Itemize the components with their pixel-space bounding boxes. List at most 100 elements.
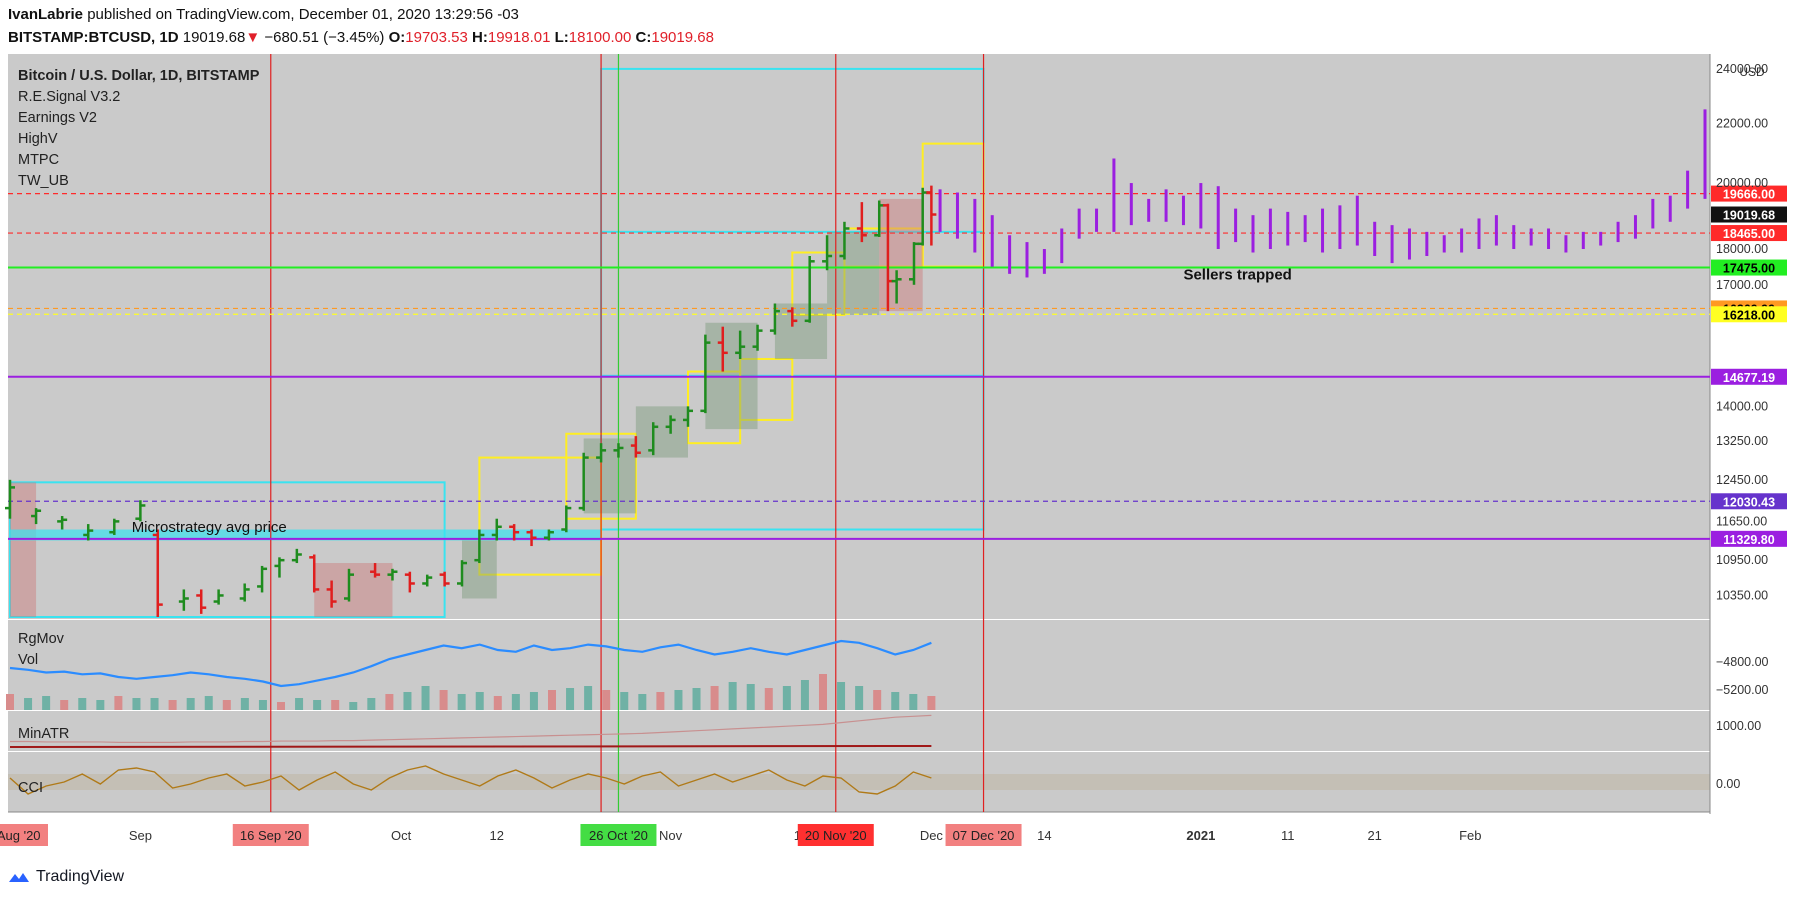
- ohlc-bar-11: [257, 565, 268, 593]
- volume-bar-23: [421, 686, 430, 710]
- volume-bar-31: [566, 688, 575, 710]
- volume-bar-17: [313, 700, 322, 710]
- date-tick-8: 2021: [1186, 828, 1215, 843]
- ohlc-bar-19: [404, 571, 415, 593]
- ohlc-bar-29: [578, 452, 589, 511]
- chart-canvas[interactable]: 19666.0019019.6818465.0017475.0016369.99…: [0, 54, 1805, 854]
- ohlc-bar-17: [370, 563, 381, 578]
- main-legend: Bitcoin / U.S. Dollar, 1D, BITSTAMP R.E.…: [18, 66, 259, 192]
- vol-pane-label[interactable]: Vol: [18, 652, 39, 668]
- ohlc-bar-22: [457, 560, 467, 587]
- date-badge-1: [232, 824, 309, 846]
- tradingview-footer[interactable]: TradingView: [8, 868, 124, 886]
- price-change: −680.51 (−3.45%): [264, 29, 385, 46]
- symbol-label: BITSTAMP:BTCUSD, 1D: [8, 29, 179, 46]
- ohlc-bar-24: [491, 518, 502, 541]
- red-zone-2: [10, 482, 37, 617]
- ohlc-bar-13: [291, 548, 302, 564]
- ohlc-bar-30: [596, 443, 607, 463]
- price-tick-10: 11650.00: [1716, 514, 1767, 528]
- ohlc-bar-15: [326, 580, 337, 608]
- volume-bar-30: [547, 690, 556, 710]
- volume-bar-9: [168, 700, 177, 710]
- volume-bar-37: [674, 690, 683, 710]
- currency-label: USD: [1739, 65, 1765, 79]
- date-tick-10: 21: [1367, 828, 1381, 843]
- indicator-earnings[interactable]: Earnings V2: [18, 110, 97, 126]
- date-tick-7: 14: [1037, 828, 1051, 843]
- volume-bar-0: [6, 694, 14, 710]
- price-level-badge-7: [1711, 493, 1787, 510]
- price-level-label-2: 18465.00: [1723, 227, 1775, 241]
- price-tick-9: 12450.00: [1716, 473, 1768, 487]
- volume-bar-7: [132, 698, 141, 710]
- low-value: 18100.00: [568, 29, 632, 46]
- ohlc-bar-32: [630, 436, 641, 458]
- volume-bar-2: [42, 696, 51, 710]
- volume-bar-26: [475, 692, 484, 710]
- price-level-badge-5: [1711, 306, 1787, 323]
- minatr-pane-label[interactable]: MinATR: [18, 726, 70, 742]
- date-tick-6: Dec: [920, 828, 944, 843]
- price-tick-3: 18000.00: [1716, 242, 1768, 256]
- yellow-box-5: [791, 251, 846, 316]
- indicator-mtpc[interactable]: MTPC: [18, 152, 60, 168]
- volume-bar-4: [78, 698, 87, 710]
- cci-band: [8, 774, 1710, 790]
- indicator-highv[interactable]: HighV: [18, 131, 58, 147]
- minatr-base-line: [9, 745, 932, 748]
- volume-bar-29: [529, 692, 538, 710]
- price-level-label-5: 16218.00: [1723, 308, 1775, 322]
- date-tick-0: Sep: [129, 828, 152, 843]
- published-text: published on TradingView.com, December 0…: [87, 6, 519, 23]
- volume-bar-45: [818, 674, 827, 710]
- ohlc-bar-34: [665, 415, 676, 434]
- volume-bar-32: [584, 686, 593, 710]
- green-zone-2: [635, 406, 688, 458]
- ohlc-bar-1: [31, 508, 42, 525]
- volume-bar-10: [186, 698, 195, 710]
- indicator-tw-ub[interactable]: TW_UB: [18, 173, 69, 189]
- volume-bar-33: [602, 690, 611, 710]
- date-badge-0: [0, 824, 48, 846]
- subpane-tick-2: 1000.00: [1716, 719, 1761, 733]
- ohlc-bar-8: [196, 589, 207, 614]
- price-level-label-1: 19019.68: [1723, 209, 1775, 223]
- date-badge-label-3: 20 Nov '20: [805, 828, 867, 843]
- volume-bar-25: [457, 694, 466, 710]
- green-zone-4: [774, 303, 828, 359]
- ohlc-bar-20: [422, 574, 433, 587]
- legend-title[interactable]: Bitcoin / U.S. Dollar, 1D, BITSTAMP: [18, 68, 260, 84]
- ohlc-bar-25: [509, 524, 520, 541]
- volume-bar-50: [909, 694, 918, 710]
- volume-bar-38: [692, 688, 701, 710]
- ohlc-bar-37: [717, 326, 728, 372]
- volume-bar-41: [746, 684, 755, 710]
- main-pane-bg: [8, 54, 1710, 619]
- volume-bar-51: [927, 696, 936, 710]
- green-zone-5: [827, 231, 880, 315]
- ohlc-bar-48: [891, 270, 902, 304]
- tradingview-logo-icon: [9, 873, 29, 882]
- ohlc-bar-9: [213, 589, 224, 605]
- indicator-re-signal[interactable]: R.E.Signal V3.2: [18, 89, 121, 105]
- price-level-label-6: 14677.19: [1723, 371, 1775, 385]
- price-level-label-8: 11329.80: [1723, 533, 1774, 547]
- date-badge-4: [945, 824, 1022, 846]
- ohlc-bar-10: [239, 583, 250, 602]
- microstrategy-band: [10, 529, 602, 541]
- ohlc-bar-33: [648, 422, 659, 456]
- rgmov-pane-label[interactable]: RgMov: [18, 631, 64, 647]
- author-name[interactable]: IvanLabrie: [8, 6, 84, 23]
- minatr-line: [10, 714, 932, 744]
- date-tick-4: Nov: [659, 828, 683, 843]
- volume-bar-13: [240, 698, 249, 710]
- price-level-badge-0: [1711, 185, 1787, 202]
- ohlc-bar-3: [83, 524, 94, 541]
- high-value: 19918.01: [487, 29, 551, 46]
- price-level-badge-3: [1711, 259, 1787, 276]
- volume-bar-21: [385, 694, 394, 710]
- cci-pane-label[interactable]: CCI: [18, 780, 43, 796]
- red-zone-1: [879, 198, 923, 312]
- date-badge-label-1: 16 Sep '20: [240, 828, 302, 843]
